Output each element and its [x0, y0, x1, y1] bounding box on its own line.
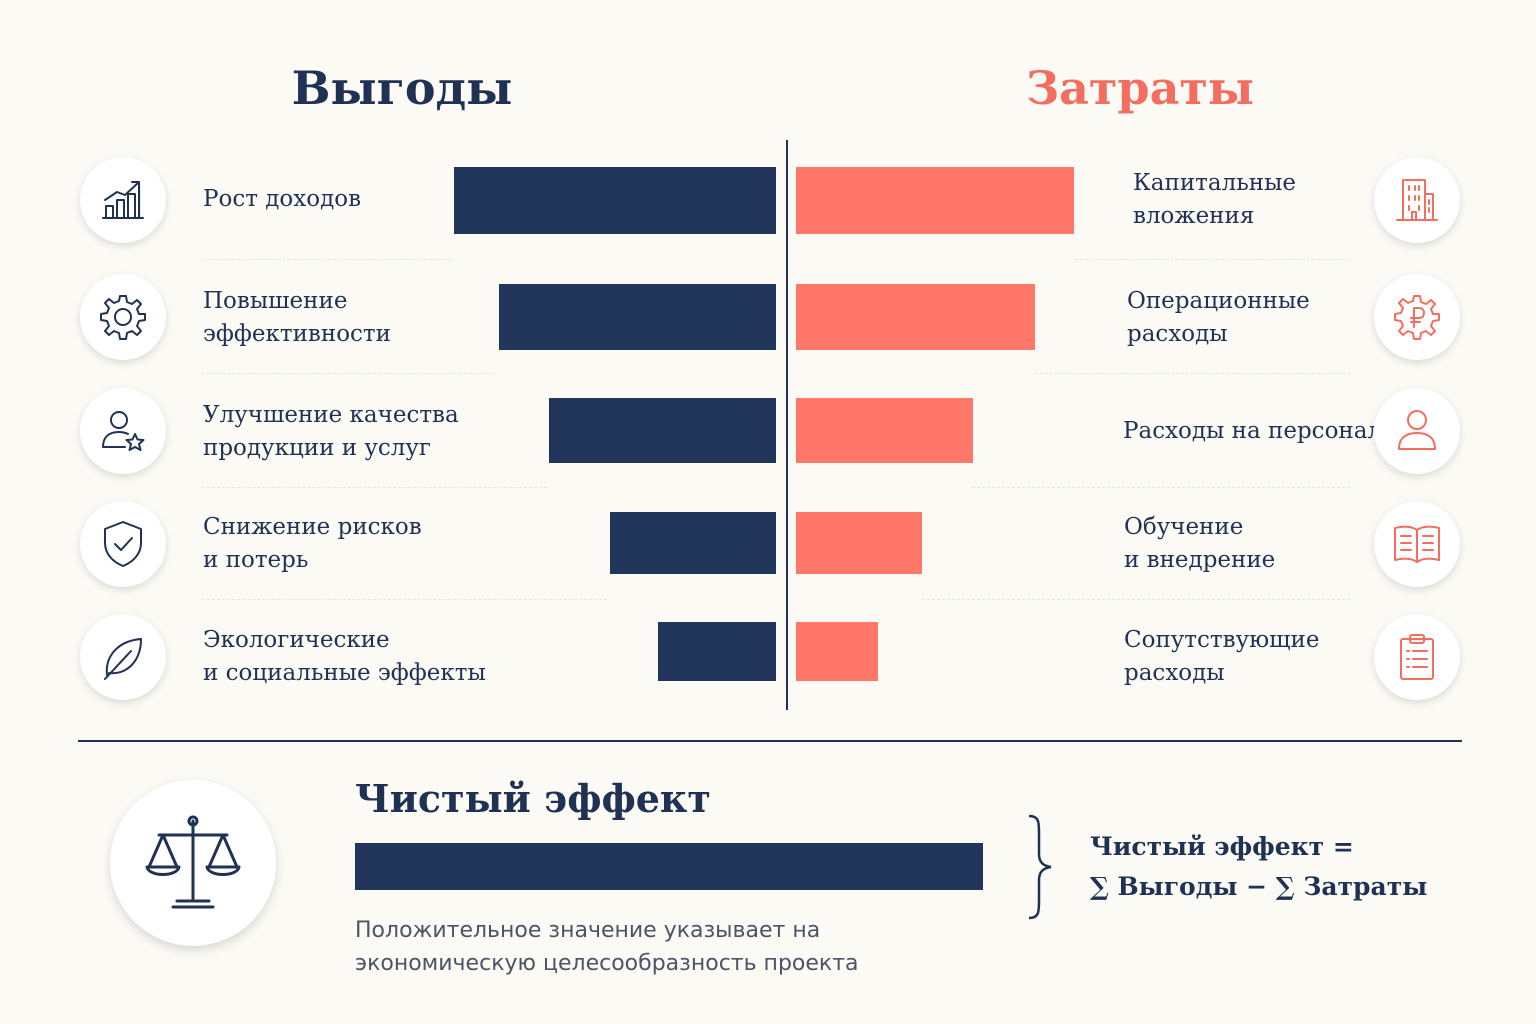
net-effect-note: Положительное значение указывает на экон…	[355, 918, 859, 976]
benefit-label: Экологические и социальные эффекты	[203, 627, 486, 686]
clipboard-list-icon	[1374, 614, 1460, 700]
net-formula-line-1: Чистый эффект =	[1090, 832, 1354, 861]
cost-bar	[796, 284, 1035, 350]
benefit-label: Снижение рисков и потерь	[203, 514, 422, 573]
section-divider	[78, 740, 1462, 742]
user-icon	[1374, 388, 1460, 474]
costs-heading: Затраты	[1025, 61, 1255, 115]
row-divider-left	[202, 373, 492, 374]
benefit-bar	[549, 398, 776, 463]
cost-label: Операционные расходы	[1127, 288, 1310, 347]
cost-bar	[796, 167, 1074, 234]
row-divider-right	[1075, 259, 1350, 260]
benefit-label: Рост доходов	[203, 186, 362, 212]
net-effect-title: Чистый эффект	[355, 776, 711, 821]
cost-label: Сопутствующие расходы	[1124, 627, 1320, 686]
benefit-bar	[499, 284, 776, 350]
gear-ruble-icon	[1374, 274, 1460, 360]
cost-label: Обучение и внедрение	[1124, 514, 1276, 573]
net-effect-bar	[355, 843, 983, 890]
open-book-icon	[1374, 501, 1460, 587]
scales-icon	[110, 780, 276, 946]
cost-label: Капитальные вложения	[1133, 170, 1296, 229]
cost-bar	[796, 512, 922, 574]
building-icon	[1374, 157, 1460, 243]
cost-bar	[796, 622, 878, 681]
user-star-icon	[80, 388, 166, 474]
benefit-bar	[610, 512, 776, 574]
benefit-label: Улучшение качества продукции и услуг	[203, 402, 459, 461]
curly-brace	[1028, 814, 1052, 920]
row-divider-right	[972, 487, 1350, 488]
benefit-bar	[454, 167, 776, 234]
net-formula-line-2: ∑ Выгоды − ∑ Затраты	[1090, 872, 1428, 901]
gear-icon	[80, 274, 166, 360]
row-divider-right	[922, 599, 1350, 600]
bar-chart-growth-icon	[80, 157, 166, 243]
shield-check-icon	[80, 501, 166, 587]
row-divider-left	[202, 259, 452, 260]
benefits-heading: Выгоды	[291, 61, 513, 115]
benefit-label: Повышение эффективности	[203, 288, 391, 347]
benefit-bar	[658, 622, 776, 681]
cost-bar	[796, 398, 973, 463]
row-divider-right	[1035, 373, 1350, 374]
row-divider-left	[202, 487, 547, 488]
center-axis-line	[786, 140, 788, 710]
cost-label: Расходы на персонал	[1123, 418, 1383, 444]
leaf-icon	[80, 614, 166, 700]
row-divider-left	[202, 599, 607, 600]
